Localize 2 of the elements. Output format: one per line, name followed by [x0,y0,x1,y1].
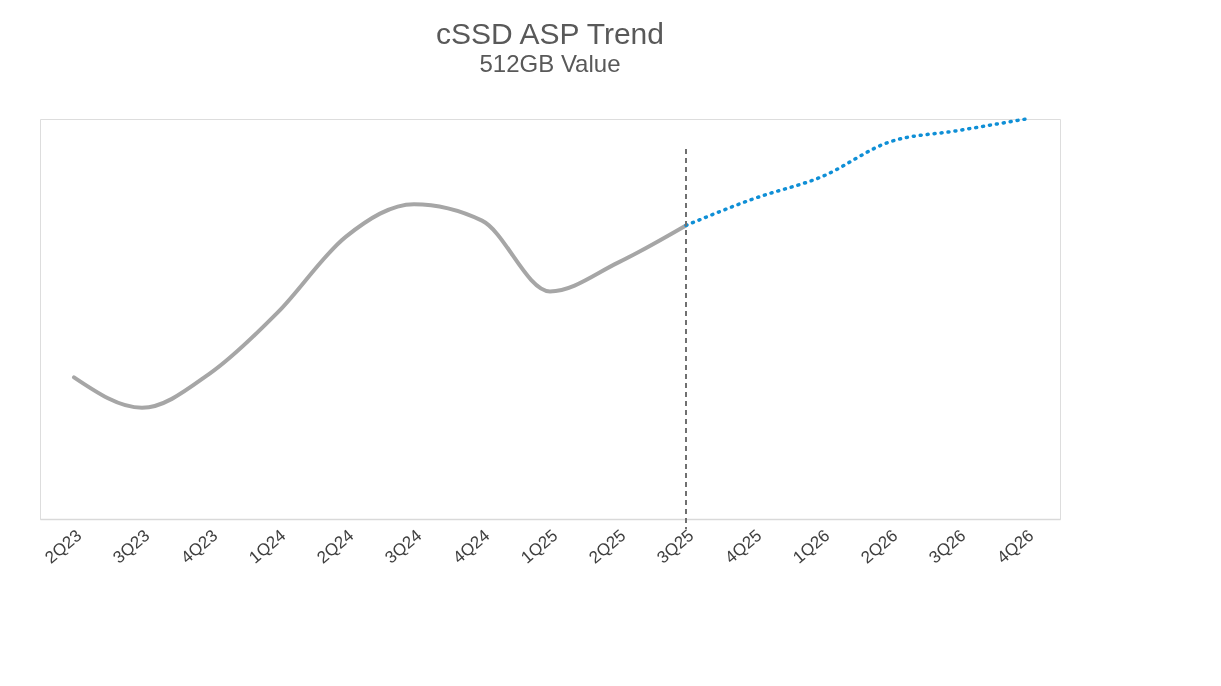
chart-title: cSSD ASP Trend [436,17,664,51]
chart-subtitle: 512GB Value [479,50,621,78]
